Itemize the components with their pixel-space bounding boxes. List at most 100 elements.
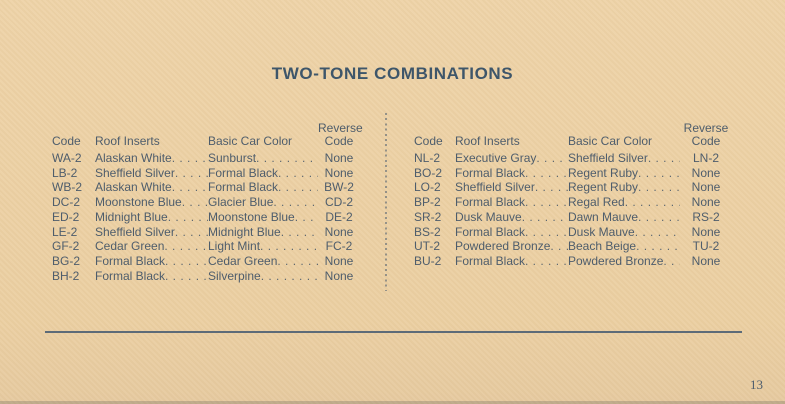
basic-car-color-cell: Moonstone Blue: [208, 210, 318, 225]
dot-leader: [536, 151, 568, 166]
dot-leader: [663, 254, 680, 269]
page-title: TWO-TONE COMBINATIONS: [271, 64, 514, 83]
dot-leader: [648, 151, 680, 166]
basic-car-color-cell: Formal Black: [208, 166, 318, 181]
roof-inserts-cell: Dusk Mauve: [455, 210, 568, 225]
column-header-roof-inserts: Roof Inserts: [455, 134, 520, 148]
roof-inserts-cell: Sheffield Silver: [455, 180, 568, 195]
reverse-code-cell: TU-2: [692, 239, 720, 254]
reverse-code-cell: None: [324, 165, 354, 180]
basic-car-color-cell: Light Mint: [208, 239, 318, 254]
basic-car-color-cell: Dawn Mauve: [568, 210, 680, 225]
dot-leader: [261, 269, 318, 284]
dot-leader: [175, 166, 208, 181]
reverse-header-line2: Code: [324, 134, 354, 148]
reverse-header-line1: Reverse: [318, 121, 363, 135]
basic-car-color-cell: Cedar Green: [208, 254, 318, 269]
roof-inserts-cell: Powdered Bronze: [455, 239, 568, 254]
dot-leader: [636, 239, 680, 254]
basic-car-color-cell: Glacier Blue: [208, 195, 318, 210]
dot-leader: [182, 195, 208, 210]
basic-car-color-cell: Silverpine: [208, 269, 318, 284]
dot-leader: [525, 254, 568, 269]
roof-inserts-value: Powdered Bronze: [455, 239, 551, 254]
basic-car-color-value: Regent Ruby: [568, 180, 639, 195]
roof-inserts-cell: Formal Black: [455, 166, 568, 181]
basic-car-color-value: Light Mint: [208, 239, 261, 254]
dot-leader: [172, 151, 208, 166]
code-cell: BG-2: [52, 253, 81, 268]
basic-car-color-cell: Formal Black: [208, 180, 318, 195]
table-row: BP-2 Formal Black Regal Red None: [410, 195, 732, 210]
table-header-row: Code Roof Inserts Basic Car Color Revers…: [410, 116, 732, 148]
reverse-header-line1: Reverse: [683, 121, 729, 135]
table-row: LO-2 Sheffield Silver Regent Ruby None: [410, 180, 732, 195]
table-row: WB-2 Alaskan White Formal Black BW-2: [48, 180, 360, 195]
dot-leader: [638, 180, 680, 195]
reverse-code-cell: None: [691, 253, 721, 268]
code-cell: BO-2: [414, 165, 443, 180]
dot-leader: [278, 166, 318, 181]
roof-inserts-value: Cedar Green: [95, 239, 165, 254]
column-header-reverse-code: Reverse Code: [318, 121, 363, 148]
dot-leader: [525, 166, 568, 181]
roof-inserts-value: Formal Black: [455, 253, 526, 268]
roof-inserts-cell: Formal Black: [95, 269, 208, 284]
basic-car-color-value: Regent Ruby: [568, 165, 639, 180]
code-cell: LE-2: [52, 224, 78, 239]
dot-leader: [164, 239, 208, 254]
dot-leader: [168, 210, 208, 225]
table-row: LB-2 Sheffield Silver Formal Black None: [48, 166, 360, 181]
dot-leader: [172, 180, 208, 195]
roof-inserts-value: Dusk Mauve: [455, 209, 522, 224]
table-row: DC-2 Moonstone Blue Glacier Blue CD-2: [48, 195, 360, 210]
basic-car-color-cell: Sunburst: [208, 151, 318, 166]
basic-car-color-value: Dawn Mauve: [568, 209, 639, 224]
dot-leader: [525, 225, 568, 240]
column-header-reverse-code: Reverse Code: [680, 122, 732, 148]
code-cell: BH-2: [52, 268, 80, 283]
basic-car-color-cell: Regent Ruby: [568, 180, 680, 195]
table-row: SR-2 Dusk Mauve Dawn Mauve RS-2: [410, 210, 732, 225]
code-cell: SR-2: [414, 209, 442, 224]
basic-car-color-value: Powdered Bronze: [568, 253, 664, 268]
page-number: 13: [750, 377, 763, 392]
reverse-code-cell: FC-2: [325, 239, 353, 254]
table-row: NL-2 Executive Gray Sheffield Silver LN-…: [410, 151, 732, 166]
reverse-code-cell: None: [691, 165, 721, 180]
table-row: GF-2 Cedar Green Light Mint FC-2: [48, 239, 360, 254]
dot-leader: [165, 269, 208, 284]
dot-leader: [638, 166, 680, 181]
roof-inserts-value: Formal Black: [455, 165, 526, 180]
dot-leader: [635, 225, 680, 240]
code-cell: LO-2: [414, 180, 441, 195]
reverse-header-line2: Code: [691, 134, 721, 148]
basic-car-color-cell: Midnight Blue: [208, 225, 318, 240]
bottom-horizontal-rule: [45, 331, 742, 333]
dot-leader: [550, 239, 568, 254]
reverse-code-cell: None: [691, 180, 721, 195]
roof-inserts-value: Formal Black: [455, 224, 526, 239]
column-header-code: Code: [52, 134, 81, 148]
reverse-code-cell: None: [324, 151, 354, 165]
roof-inserts-value: Alaskan White: [95, 180, 172, 195]
roof-inserts-cell: Executive Gray: [455, 151, 568, 166]
basic-car-color-cell: Powdered Bronze: [568, 254, 680, 269]
roof-inserts-value: Midnight Blue: [95, 209, 168, 224]
basic-car-color-value: Beach Beige: [568, 239, 637, 254]
dot-leader: [165, 254, 208, 269]
roof-inserts-value: Sheffield Silver: [95, 165, 175, 180]
reverse-code-cell: None: [691, 195, 721, 210]
code-cell: GF-2: [52, 239, 80, 254]
roof-inserts-value: Sheffield Silver: [455, 180, 535, 195]
code-cell: WA-2: [52, 151, 82, 165]
basic-car-color-cell: Beach Beige: [568, 239, 680, 254]
code-cell: ED-2: [52, 209, 80, 224]
basic-car-color-value: Sunburst: [208, 151, 257, 165]
code-cell: DC-2: [52, 195, 81, 210]
dot-leader: [525, 195, 568, 210]
table-row: BG-2 Formal Black Cedar Green None: [48, 254, 360, 269]
roof-inserts-value: Formal Black: [455, 195, 526, 210]
table-row: BO-2 Formal Black Regent Ruby None: [410, 166, 732, 181]
code-cell: BP-2: [414, 195, 441, 210]
